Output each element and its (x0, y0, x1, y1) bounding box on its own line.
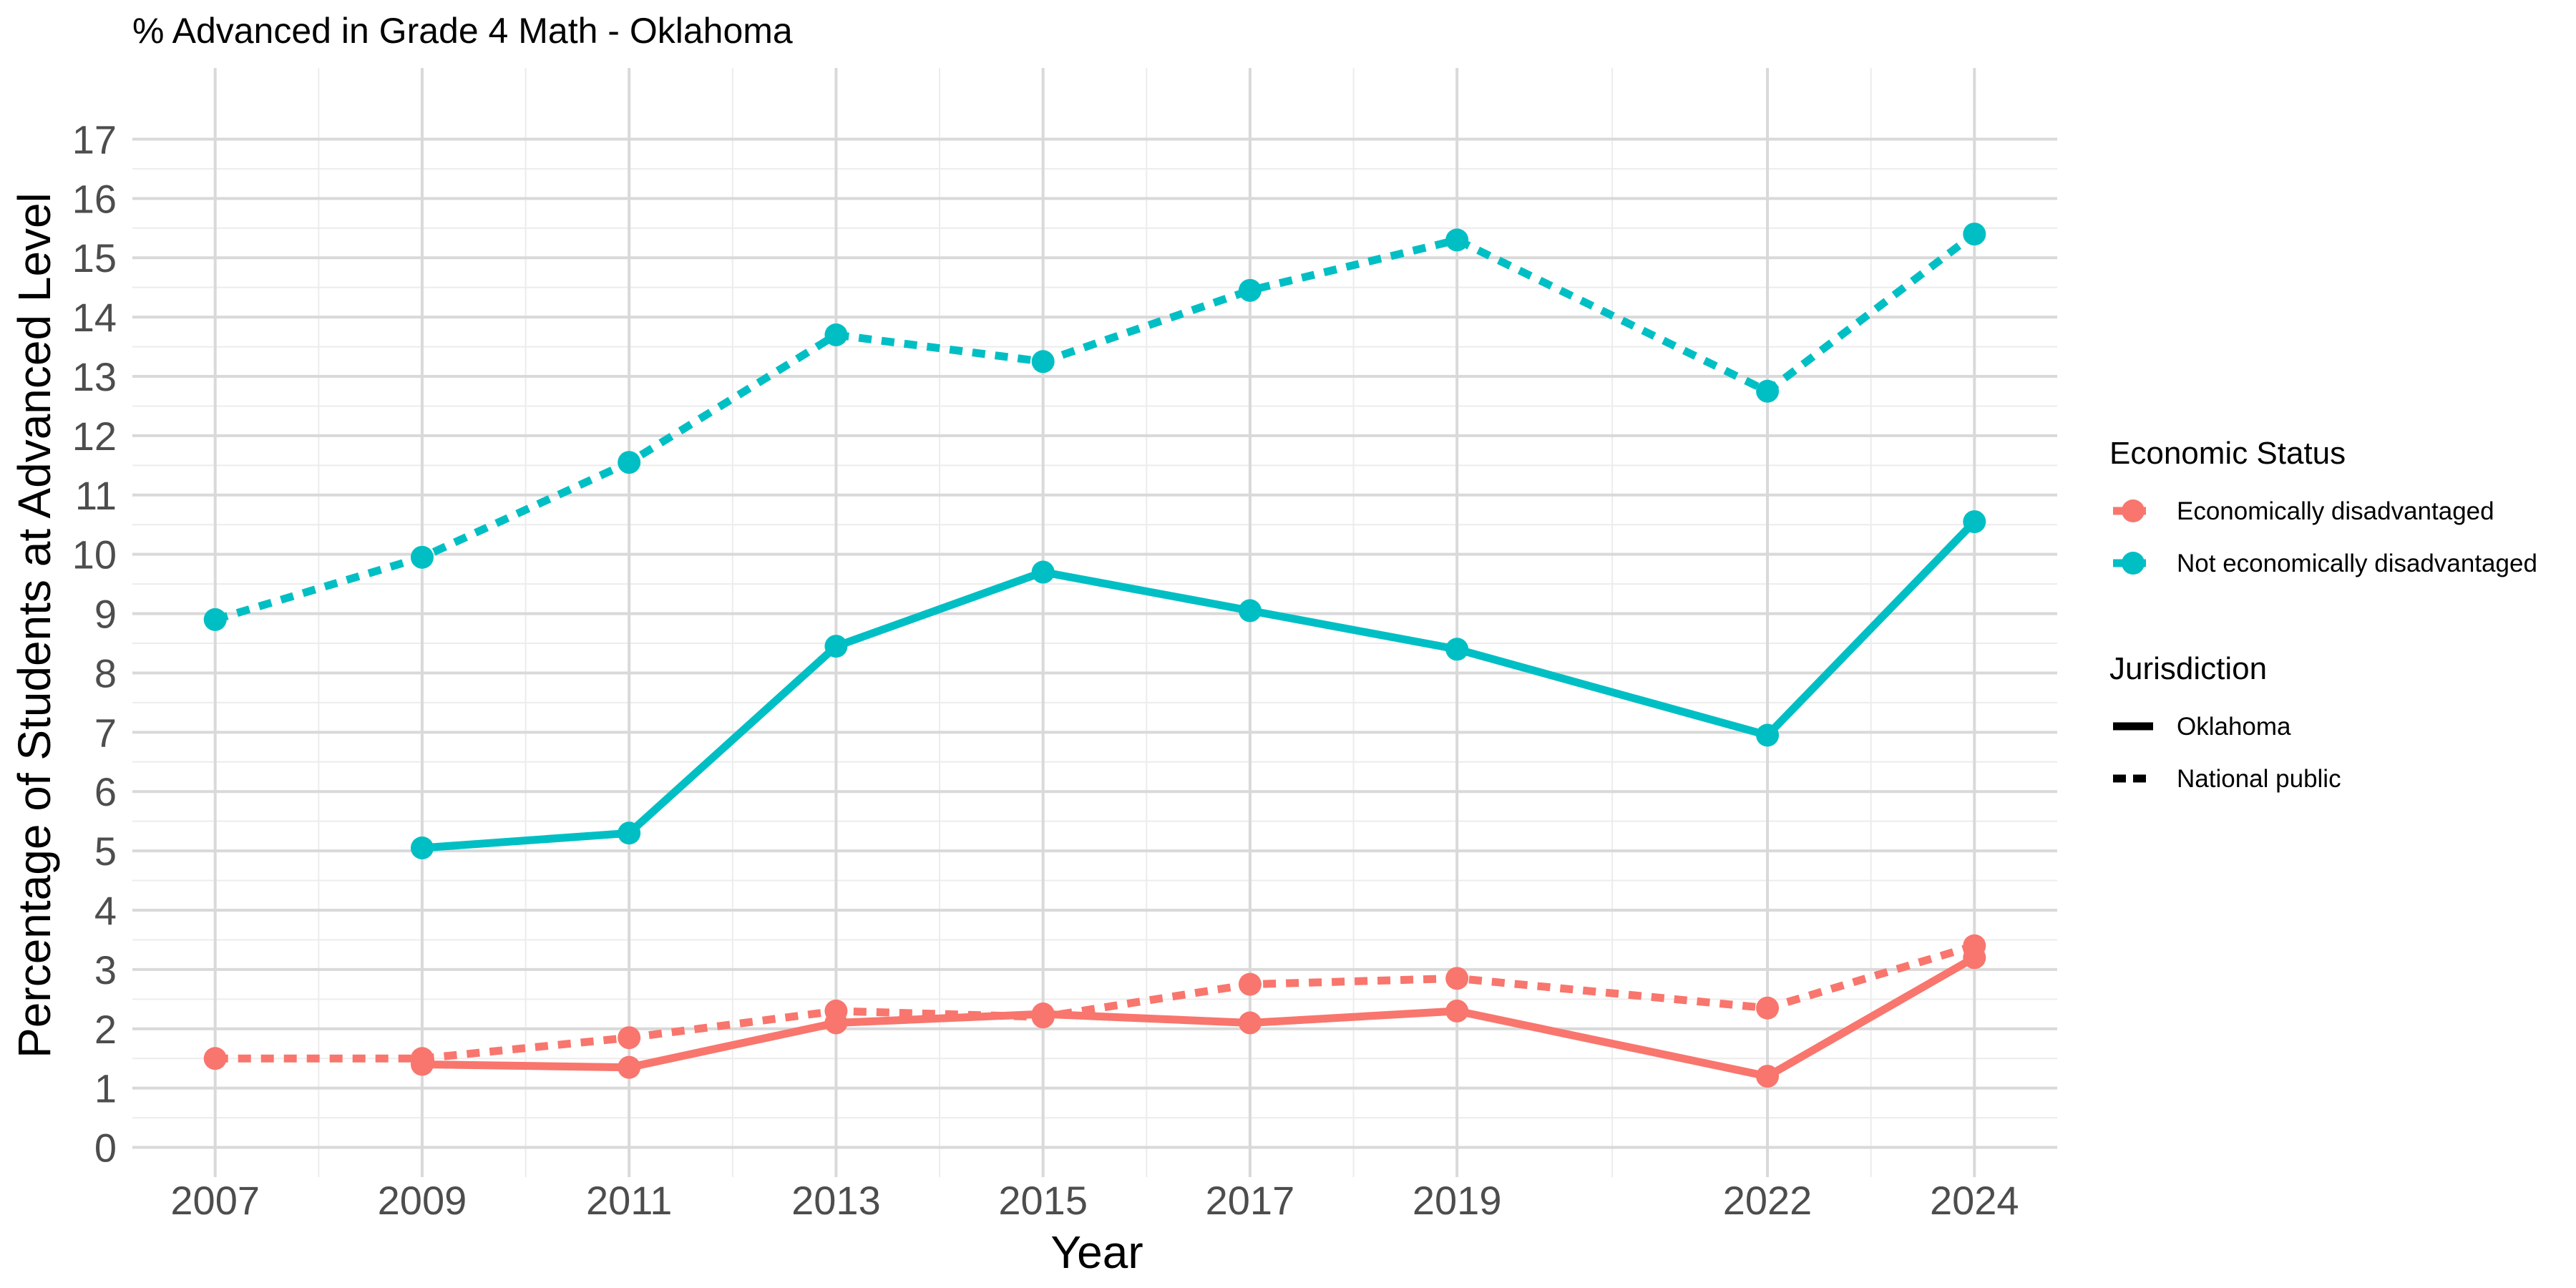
data-point-not-economically-disadvantaged-national-public-2022 (1756, 379, 1780, 403)
y-tick-label: 8 (94, 650, 117, 696)
y-tick-label: 15 (72, 235, 117, 280)
legend-label-not-economically-disadvantaged: Not economically disadvantaged (2177, 550, 2537, 577)
series-line-economically-disadvantaged-oklahoma (421, 954, 1977, 1080)
data-point-not-economically-disadvantaged-oklahoma-2013 (824, 635, 848, 658)
y-tick-label: 2 (94, 1007, 117, 1052)
data-point-not-economically-disadvantaged-oklahoma-2024 (1963, 510, 1986, 534)
y-tick-label: 1 (94, 1066, 117, 1111)
data-point-not-economically-disadvantaged-national-public-2015 (1031, 350, 1055, 374)
y-tick-label: 4 (94, 888, 117, 933)
data-point-not-economically-disadvantaged-national-public-2024 (1963, 223, 1986, 246)
data-point-economically-disadvantaged-oklahoma-2019 (1445, 999, 1469, 1023)
data-point-not-economically-disadvantaged-national-public-2017 (1238, 278, 1262, 302)
series-line-economically-disadvantaged-national-public (215, 942, 1976, 1063)
x-tick-label: 2024 (1930, 1178, 2019, 1223)
x-tick-label: 2011 (586, 1178, 672, 1223)
y-tick-label: 14 (72, 295, 117, 340)
legend-title-jurisdiction: Jurisdiction (2109, 651, 2267, 686)
x-tick-label: 2007 (170, 1178, 260, 1223)
data-point-economically-disadvantaged-national-public-2011 (618, 1026, 641, 1050)
data-point-not-economically-disadvantaged-national-public-2013 (824, 323, 848, 346)
data-point-not-economically-disadvantaged-oklahoma-2015 (1031, 560, 1055, 584)
data-point-economically-disadvantaged-national-public-2022 (1756, 996, 1780, 1020)
y-tick-label: 12 (72, 414, 117, 459)
legend: Economic Status Economically disadvantag… (2109, 436, 2537, 793)
data-point-not-economically-disadvantaged-national-public-2007 (203, 608, 227, 631)
data-point-economically-disadvantaged-oklahoma-2022 (1756, 1065, 1780, 1088)
data-point-economically-disadvantaged-oklahoma-2015 (1031, 1002, 1055, 1026)
series-line-not-economically-disadvantaged-oklahoma (421, 519, 1978, 852)
data-point-not-economically-disadvantaged-national-public-2019 (1445, 228, 1469, 252)
y-tick-label: 10 (72, 532, 117, 577)
y-tick-label: 13 (72, 354, 117, 399)
legend-label-national-public: National public (2177, 765, 2341, 793)
data-point-not-economically-disadvantaged-oklahoma-2022 (1756, 723, 1780, 747)
x-tick-label: 2019 (1413, 1178, 1502, 1223)
data-point-economically-disadvantaged-oklahoma-2013 (824, 1011, 848, 1035)
data-point-economically-disadvantaged-national-public-2017 (1238, 972, 1262, 996)
y-tick-label: 7 (94, 710, 117, 755)
data-point-not-economically-disadvantaged-national-public-2011 (618, 451, 641, 474)
series-lines (214, 230, 1978, 1080)
y-tick-label: 0 (94, 1126, 117, 1171)
legend-title-economic-status: Economic Status (2109, 436, 2346, 471)
data-point-not-economically-disadvantaged-oklahoma-2011 (618, 821, 641, 845)
y-tick-label: 17 (72, 117, 117, 162)
data-point-economically-disadvantaged-national-public-2007 (203, 1047, 227, 1070)
x-axis-ticks: 2007 2009 2011 2013 2015 2017 2019 2022 2024 (170, 1178, 2019, 1223)
data-point-not-economically-disadvantaged-oklahoma-2009 (410, 836, 434, 859)
legend-label-economically-disadvantaged: Economically disadvantaged (2177, 497, 2494, 525)
x-tick-label: 2009 (378, 1178, 467, 1223)
y-tick-label: 5 (94, 829, 117, 874)
data-point-not-economically-disadvantaged-national-public-2009 (410, 545, 434, 569)
x-tick-label: 2017 (1206, 1178, 1295, 1223)
y-tick-label: 3 (94, 947, 117, 992)
series-line-not-economically-disadvantaged-national-public (214, 230, 1977, 624)
x-tick-label: 2015 (998, 1178, 1088, 1223)
data-point-economically-disadvantaged-oklahoma-2011 (618, 1055, 641, 1079)
series-points (203, 223, 1986, 1088)
chart-title: % Advanced in Grade 4 Math - Oklahoma (132, 11, 793, 51)
data-point-economically-disadvantaged-national-public-2019 (1445, 967, 1469, 990)
y-tick-label: 16 (72, 176, 117, 221)
data-point-economically-disadvantaged-oklahoma-2024 (1963, 946, 1986, 970)
legend-label-oklahoma: Oklahoma (2177, 713, 2291, 741)
series-layer (203, 223, 1986, 1088)
y-tick-label: 9 (94, 592, 117, 637)
y-tick-label: 11 (75, 473, 117, 518)
legend-key-point-economically-disadvantaged (2122, 499, 2145, 522)
y-axis-title: Percentage of Students at Advanced Level (9, 192, 60, 1058)
data-point-not-economically-disadvantaged-oklahoma-2017 (1238, 599, 1262, 623)
data-point-economically-disadvantaged-oklahoma-2017 (1238, 1011, 1262, 1035)
x-tick-label: 2022 (1723, 1178, 1813, 1223)
x-axis-title: Year (1050, 1226, 1143, 1278)
legend-key-point-not-economically-disadvantaged (2122, 552, 2145, 575)
data-point-economically-disadvantaged-oklahoma-2009 (410, 1053, 434, 1076)
data-point-not-economically-disadvantaged-oklahoma-2019 (1445, 638, 1469, 661)
x-tick-label: 2013 (791, 1178, 881, 1223)
y-tick-label: 6 (94, 769, 117, 814)
